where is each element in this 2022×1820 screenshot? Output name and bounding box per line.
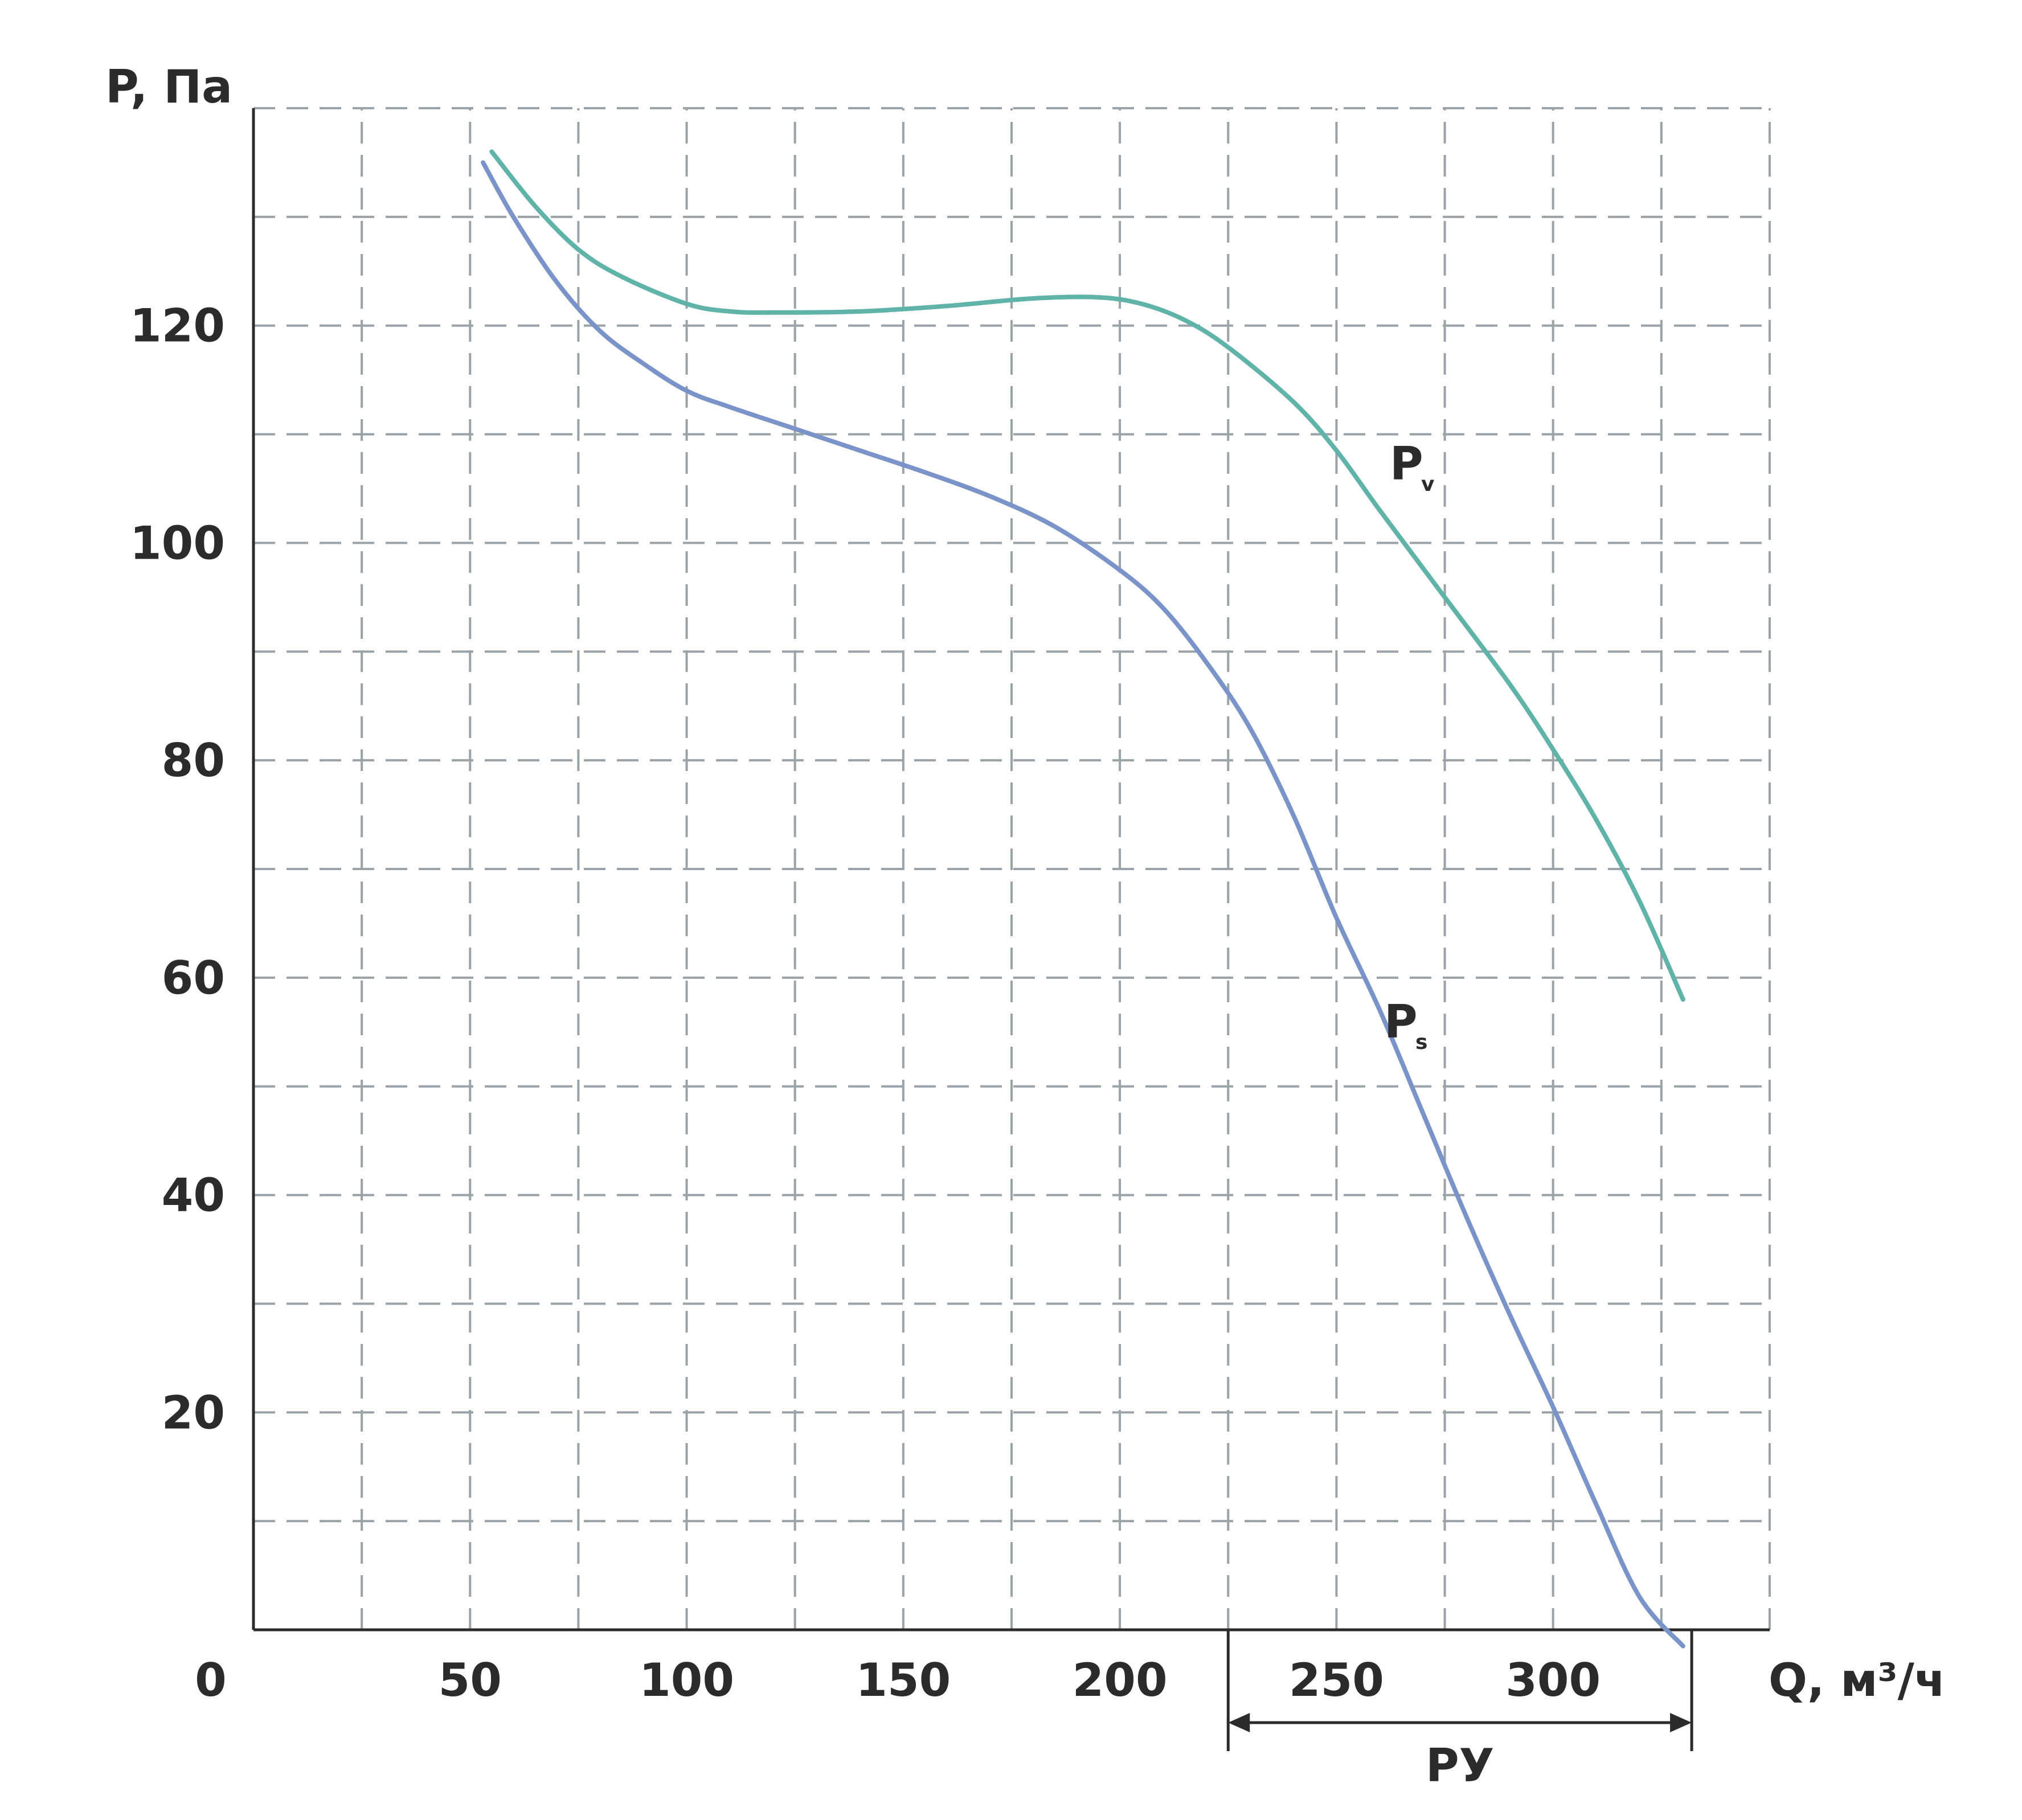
labels: 50 100 150 200 250 300 20 40 60 80 100 120 0 P, Па Q, … bbox=[105, 60, 1946, 1707]
y-tick-label: 40 bbox=[162, 1169, 225, 1222]
x-tick-label: 50 bbox=[439, 1654, 502, 1707]
axes bbox=[252, 108, 1770, 1632]
series-label-Ps: P bbox=[1384, 995, 1418, 1048]
x-tick-label: 150 bbox=[856, 1654, 951, 1707]
series-label-sub-Pv: v bbox=[1421, 473, 1434, 496]
series-line-Ps bbox=[481, 160, 1685, 1649]
y-tick-label: 20 bbox=[162, 1386, 225, 1439]
range-arrow-head-right bbox=[1670, 1713, 1692, 1732]
x-tick-label: 300 bbox=[1505, 1654, 1601, 1707]
range-marker: РУ bbox=[1226, 1630, 1693, 1792]
series-lines bbox=[481, 149, 1685, 1649]
x-tick-label: 250 bbox=[1289, 1654, 1384, 1707]
range-label: РУ bbox=[1426, 1739, 1494, 1792]
origin-label: 0 bbox=[195, 1654, 227, 1707]
y-tick-label: 60 bbox=[162, 952, 225, 1005]
y-tick-label: 80 bbox=[162, 734, 225, 787]
series-label-sub-Ps: s bbox=[1415, 1031, 1427, 1054]
y-tick-label: 120 bbox=[130, 300, 225, 352]
series-line-Pv bbox=[489, 149, 1685, 1002]
y-tick-label: 100 bbox=[130, 517, 225, 569]
series-label-Pv: P bbox=[1390, 437, 1423, 490]
x-axis-title: Q, м³/ч bbox=[1769, 1654, 1946, 1707]
range-arrow-head-left bbox=[1228, 1713, 1250, 1732]
x-tick-label: 200 bbox=[1073, 1654, 1168, 1707]
y-axis-title: P, Па bbox=[105, 60, 232, 113]
x-tick-label: 100 bbox=[639, 1654, 734, 1707]
grid-lines bbox=[253, 107, 1771, 1630]
